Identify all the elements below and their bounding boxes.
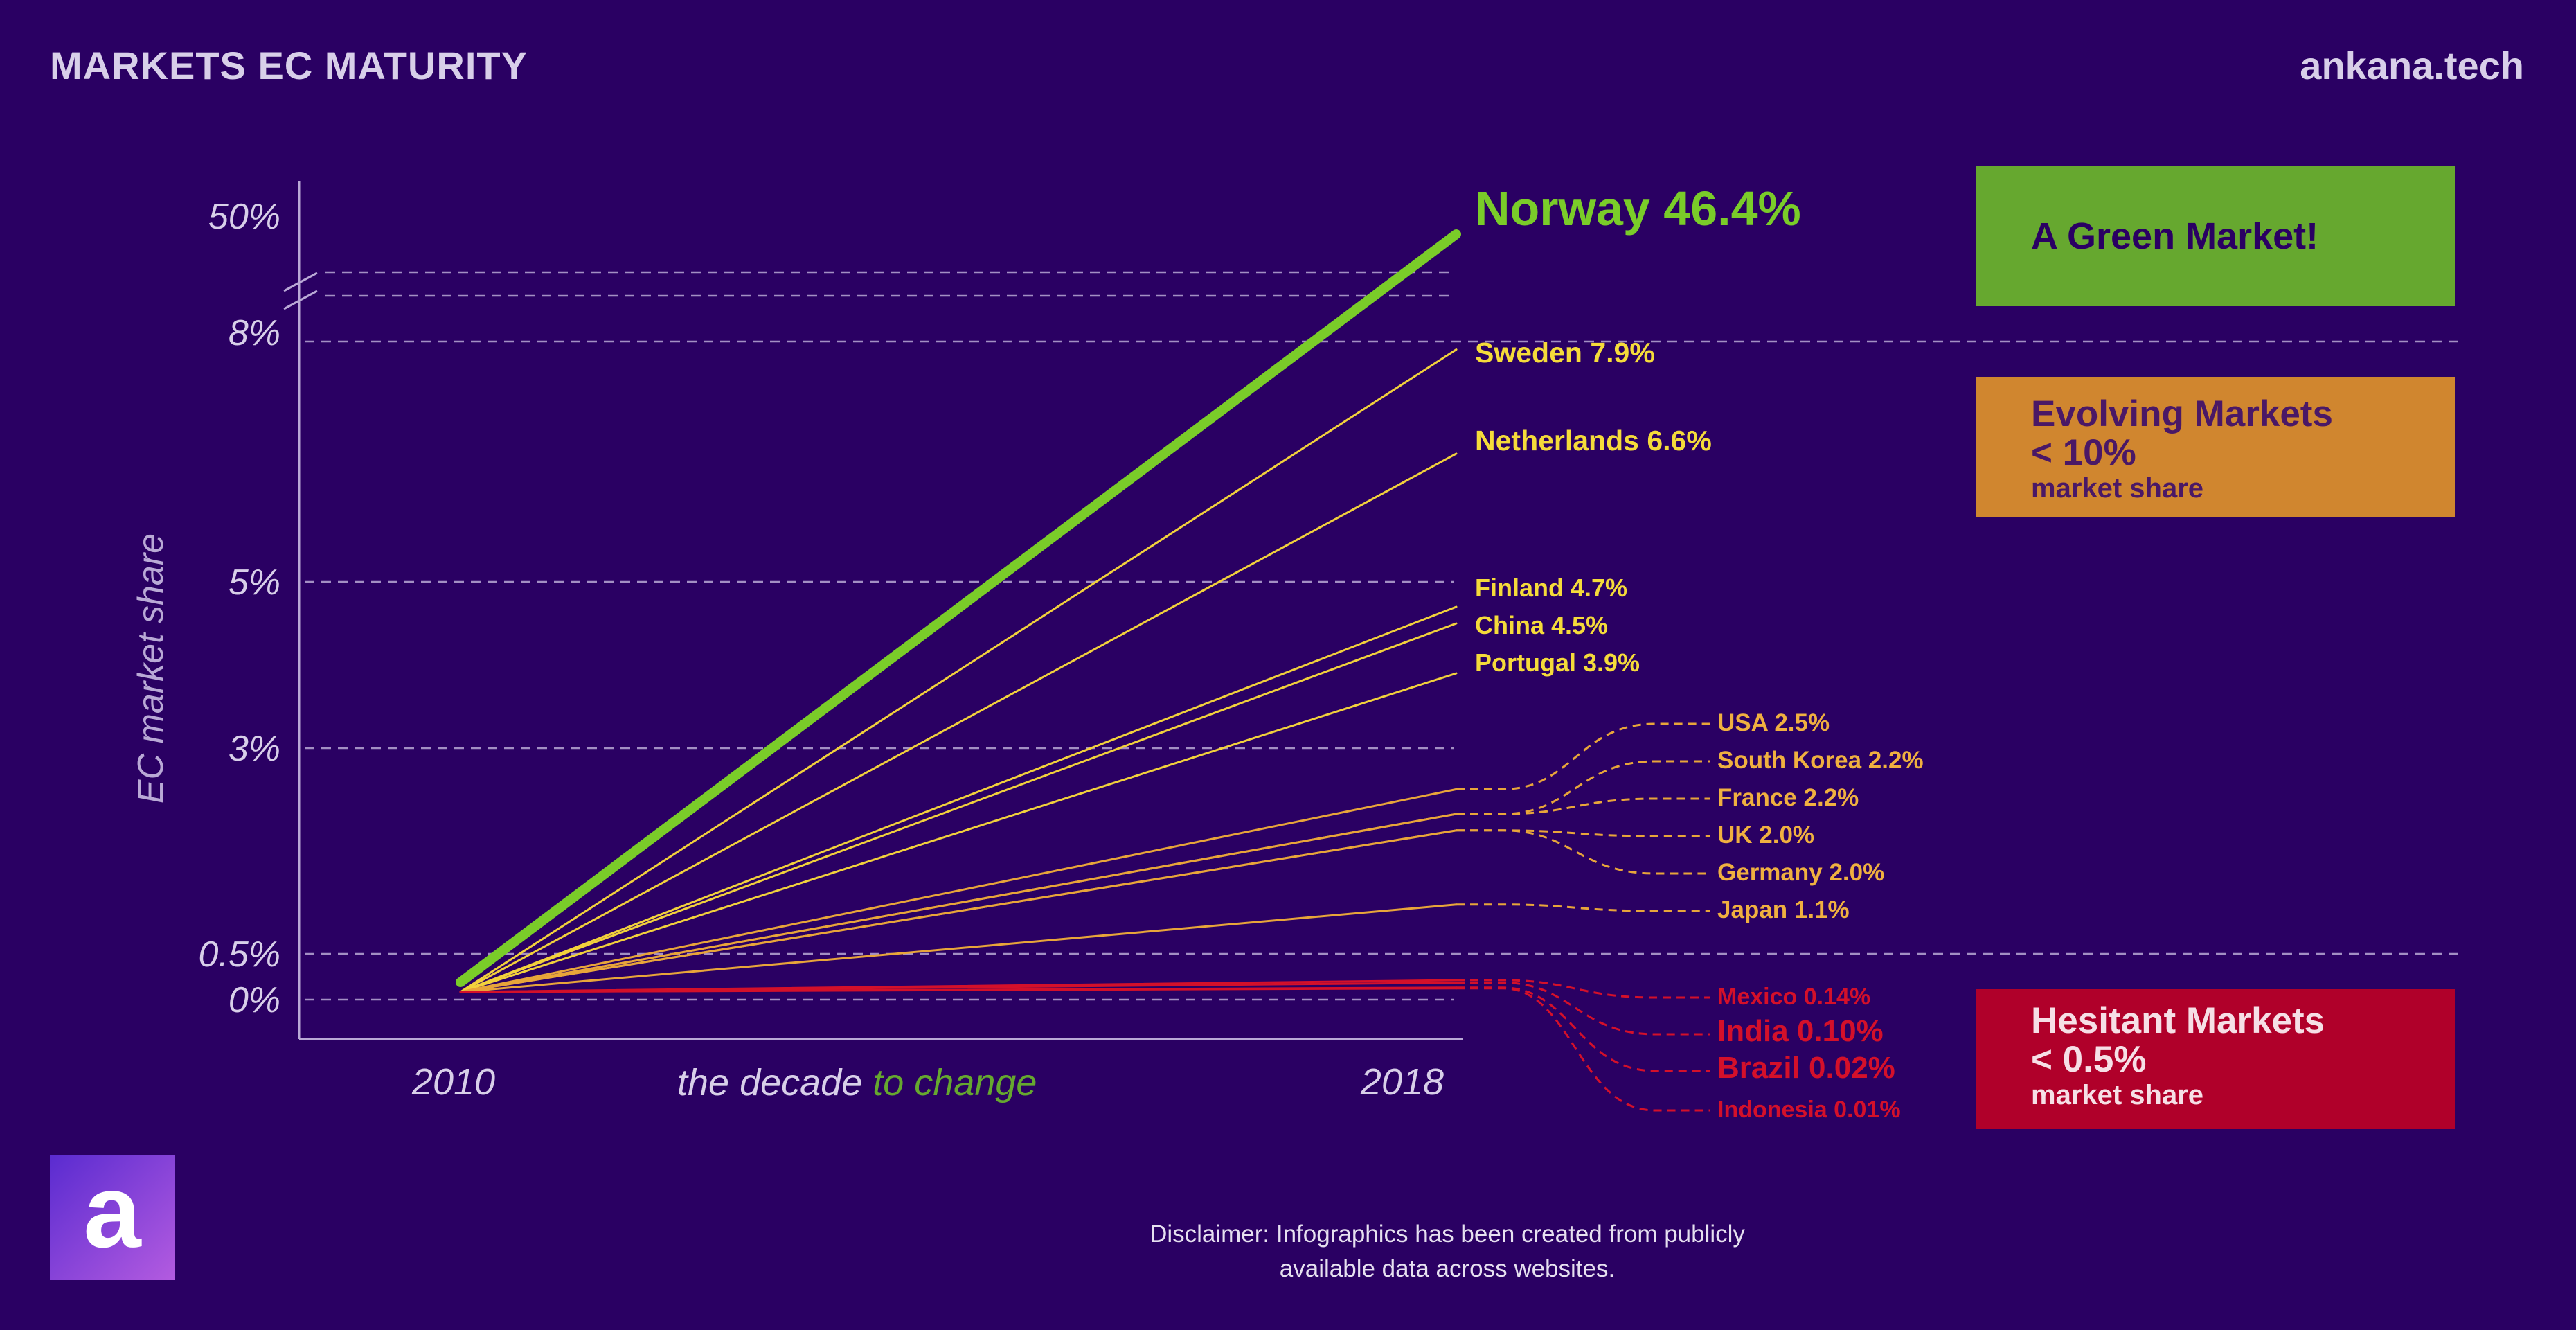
legend-evolving-threshold: < 10% [2031,432,2136,473]
disclaimer-line-2: available data across websites. [1279,1255,1616,1282]
x-tick-label: 2010 [411,1061,495,1103]
series-line-germany [459,829,1458,993]
y-tick-label: 0% [229,980,280,1020]
series-label: Germany 2.0% [1717,859,1884,886]
x-tick-label: 2018 [1360,1061,1444,1103]
series-label: UK 2.0% [1717,822,1814,849]
series-line-finland [459,605,1458,993]
series-label: India 0.10% [1717,1014,1884,1048]
series-label: Mexico 0.14% [1717,984,1870,1010]
logo-letter: a [83,1153,141,1269]
series-label: USA 2.5% [1717,709,1830,736]
series-leader-line [1456,829,1710,837]
series-line-japan [459,903,1458,993]
legend-evolving-title: Evolving Markets [2031,393,2333,434]
page-title: MARKETS EC MATURITY [50,44,528,87]
series-label: France 2.2% [1717,784,1859,811]
y-tick-label: 0.5% [198,934,280,975]
decade-caption-accent: to change [873,1062,1037,1103]
legend-evolving-markets: Evolving Markets < 10% market share [1976,377,2455,517]
series-leader-line [1456,760,1710,815]
series-leader-line [1456,982,1710,1036]
disclaimer: Disclaimer: Infographics has been create… [873,1217,2022,1286]
series-line-norway [456,229,1461,987]
legend-hesitant-sub: market share [2031,1080,2204,1110]
legend-green-market: A Green Market! [1976,166,2455,306]
series-label: South Korea 2.2% [1717,747,1924,774]
site-name[interactable]: ankana.tech [2300,44,2524,87]
series-line-china [459,622,1458,993]
y-tick-label: 8% [229,313,280,353]
series-line-france [459,813,1458,993]
series-label: Japan 1.1% [1717,896,1850,923]
series-leader-line [1456,797,1710,815]
series-label: Sweden 7.9% [1475,337,1655,369]
series-label: Indonesia 0.01% [1717,1097,1901,1123]
disclaimer-line-1: Disclaimer: Infographics has been create… [1150,1221,1745,1248]
legend-hesitant-title: Hesitant Markets [2031,1000,2325,1041]
y-tick-label: 50% [208,197,280,237]
decade-caption: the decade to change [677,1061,1037,1104]
axis-break-mark [283,290,318,310]
legend-evolving-sub: market share [2031,473,2204,504]
legend-hesitant-threshold: < 0.5% [2031,1039,2147,1080]
series-line-indonesia [459,987,1458,993]
series-label: Netherlands 6.6% [1475,425,1712,456]
series-label: Finland 4.7% [1475,574,1627,602]
y-tick-label: 3% [229,729,280,769]
series-leader-line [1456,979,1710,999]
series-leader-line [1456,829,1710,875]
series-label: Portugal 3.9% [1475,648,1640,677]
series-label: Norway 46.4% [1475,181,1801,236]
series-line-usa [459,788,1458,993]
series-leader-line [1456,722,1710,790]
series-line-netherlands [459,452,1458,993]
y-tick-label: 5% [229,562,280,603]
series-line-sweden [459,348,1458,993]
axis-break-mark [283,272,318,292]
legend-hesitant-markets: Hesitant Markets < 0.5% market share [1976,989,2455,1129]
series-line-portugal [459,672,1458,993]
series-label: China 4.5% [1475,611,1608,639]
decade-caption-prefix: the decade [677,1062,873,1103]
series-label: Brazil 0.02% [1717,1051,1895,1085]
brand-logo[interactable]: a [50,1155,175,1280]
series-leader-line [1456,987,1710,1112]
y-axis-title: EC market share [131,533,171,804]
legend-green-title: A Green Market! [2031,215,2319,257]
series-leader-line [1456,903,1710,912]
